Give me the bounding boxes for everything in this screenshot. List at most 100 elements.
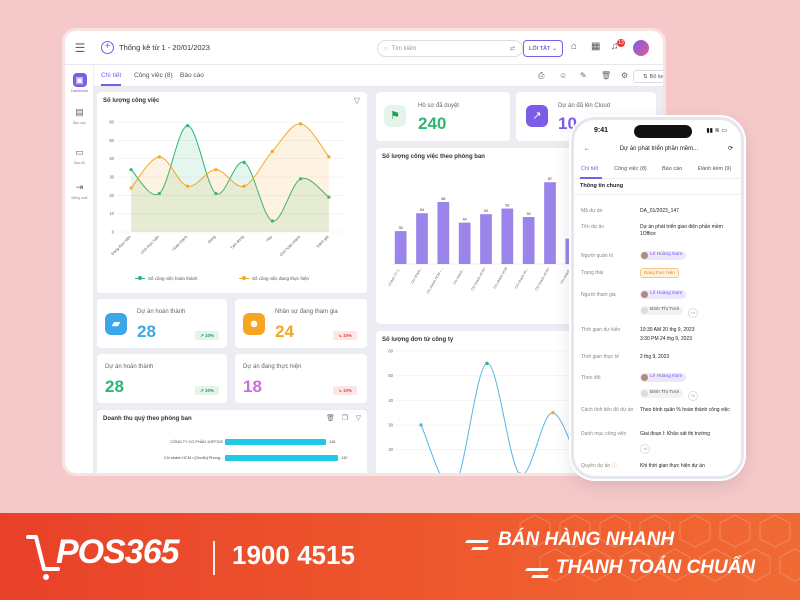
x-tick-label: Chi nhánh... [410, 266, 423, 284]
search-placeholder: Tìm kiếm [391, 45, 417, 52]
more-members-button[interactable]: +4 [687, 307, 698, 318]
data-point [327, 155, 331, 159]
user-chip[interactable]: Lê Hoàng Nam [640, 251, 687, 260]
refresh-icon[interactable]: ⟳ [727, 146, 733, 152]
more-followers-button[interactable]: +4 [687, 390, 698, 401]
data-point [551, 410, 555, 415]
user-chip[interactable]: Đinh Thị Tươi [640, 306, 684, 315]
sliders-icon[interactable]: ⇄ [509, 46, 515, 52]
kpi-label: Dự án đã lên Cloud [558, 103, 611, 109]
top-bar: ☰ + Thống kê từ 1 - 20/01/2023 ○ Tìm kiế… [65, 31, 663, 65]
revenue-row-label: Chi nhánh HCM • [Chuẩn] Phòng... [164, 456, 223, 460]
data-point [299, 122, 303, 126]
tab-details[interactable]: Chi tiết [101, 72, 122, 79]
change-value: 10% [343, 388, 353, 393]
kpi-label: Dự án hoàn thành [105, 364, 154, 370]
user-chip[interactable]: Lê Hoàng Nam [640, 290, 687, 299]
phone-tab-tasks[interactable]: Công việc (8) [614, 166, 647, 172]
user-chip[interactable]: Đinh Thị Tươi [640, 389, 684, 398]
search-input[interactable]: ○ Tìm kiếm ⇄ [377, 40, 523, 57]
bar [501, 208, 514, 264]
briefcase-icon: ▰ [105, 313, 127, 335]
legend-swatch [239, 276, 249, 280]
field-value: +4 [640, 444, 732, 454]
data-point [214, 191, 218, 196]
bar [458, 222, 471, 264]
x-tick-label: Tạm dừng [230, 235, 245, 250]
y-tick-label: 50 [388, 373, 393, 378]
notification-badge: 13 [617, 39, 625, 47]
kpi-value: 28 [137, 322, 156, 341]
delete-icon[interactable]: 🗑 [326, 415, 335, 422]
home-icon[interactable]: ⌂ [571, 41, 578, 52]
sidebar-item-bug-report[interactable]: ▭ Báo lỗi [65, 145, 94, 165]
revenue-card: Doanh thu quý theo phòng ban 🗑 ❐ ▽ CÔNG … [97, 410, 367, 473]
x-tick-label: Đóng [207, 235, 216, 244]
edit-icon[interactable]: ✎ [580, 71, 587, 80]
phone-header: ← Dự án phát triển phần mềm... ⟳ [584, 145, 733, 153]
card-title: Số lượng công việc [103, 98, 160, 104]
kpi-projects-running: Dự án đang thực hiện 18 ↘ 10% [235, 354, 367, 403]
legend-label: Số công việc hoàn thành [148, 276, 198, 281]
more-categories-button[interactable]: +4 [640, 444, 650, 454]
bell-icon[interactable]: ♫ [611, 41, 619, 52]
export-icon[interactable]: ⎙ [538, 71, 545, 80]
brand-logo-text: POS365 [56, 533, 180, 571]
tab-tasks[interactable]: Công việc (8) [134, 72, 173, 79]
add-button[interactable]: + [101, 41, 114, 54]
settings-icon[interactable]: ⚙ [621, 71, 629, 80]
data-point [327, 195, 331, 199]
filter-icon: ⇅ [643, 73, 648, 80]
speed-line [531, 575, 549, 578]
phone-tab-attachments[interactable]: Đánh kèm (9) [698, 166, 732, 172]
avatar[interactable] [633, 40, 649, 56]
phone-tab-details[interactable]: Chi tiết [581, 166, 599, 172]
field-value: Lê Hoàng Nam [640, 290, 732, 301]
revenue-bar [225, 439, 327, 445]
grid-icon[interactable]: ▦ [591, 41, 601, 52]
copy-icon[interactable]: ❐ [341, 415, 348, 422]
data-point [157, 155, 161, 159]
avatar [641, 307, 648, 314]
filter-icon[interactable]: ▽ [355, 415, 361, 422]
user-name: Lê Hoàng Nam [650, 291, 683, 297]
sidebar-item-report[interactable]: ▤ Báo cáo [65, 105, 94, 125]
flag-icon: ⚑ [384, 105, 406, 127]
speed-line [465, 540, 489, 543]
y-tick-label: 60 [388, 349, 393, 354]
slogan-line-1: BÁN HÀNG NHANH [498, 529, 675, 550]
x-tick-label: Chi nhánh ... [452, 266, 465, 285]
bar [522, 217, 535, 264]
field-label: Tên dự án [581, 224, 605, 230]
y-tick-label: 30 [388, 423, 393, 428]
field-value: Khi thời gian thực hiện dự án [640, 463, 705, 469]
shortcut-button[interactable]: LỐI TẮT ⌄ [523, 40, 563, 57]
speed-line [525, 568, 549, 571]
filter-button[interactable]: ⇅ Bộ lọc [633, 70, 663, 83]
add-user-icon[interactable]: ☺ [559, 71, 568, 80]
y-tick-label: 40 [109, 156, 114, 161]
divider [574, 194, 741, 195]
phone-tab-reports[interactable]: Báo cáo [662, 166, 683, 172]
user-name: Lê Hoàng Nam [650, 374, 683, 380]
menu-icon[interactable]: ☰ [74, 40, 86, 55]
delete-icon[interactable]: 🗑 [601, 71, 612, 80]
data-point [129, 186, 133, 190]
legend-label: Số công việc đang thực hiện [252, 276, 310, 281]
sidebar-item-logout[interactable]: ⇥ Đăng xuất [65, 180, 94, 200]
tab-reports[interactable]: Báo cáo [180, 72, 204, 79]
bar [544, 182, 556, 264]
revenue-value: 118 [329, 440, 336, 444]
sidebar-item-dashboard[interactable]: ▣ Dashboard [65, 73, 94, 93]
sidebar-item-label: Dashboard [70, 89, 89, 93]
phone-tab-bar: Chi tiết Công việc (8) Báo cáo Đánh kèm … [574, 162, 741, 179]
back-arrow-icon[interactable]: ← [584, 145, 590, 152]
user-chip[interactable]: Lê Hoàng Nam [640, 373, 687, 382]
data-point [485, 361, 489, 366]
change-badge: ↗ 10% [195, 386, 219, 395]
bar-value-label: 44 [463, 218, 467, 222]
slogan-line-2: THANH TOÁN CHUẨN [556, 557, 756, 578]
x-tick-label: Hủy [265, 235, 273, 243]
filter-icon[interactable]: ▽ [353, 96, 360, 105]
info-icon[interactable]: ⓘ [611, 463, 617, 469]
